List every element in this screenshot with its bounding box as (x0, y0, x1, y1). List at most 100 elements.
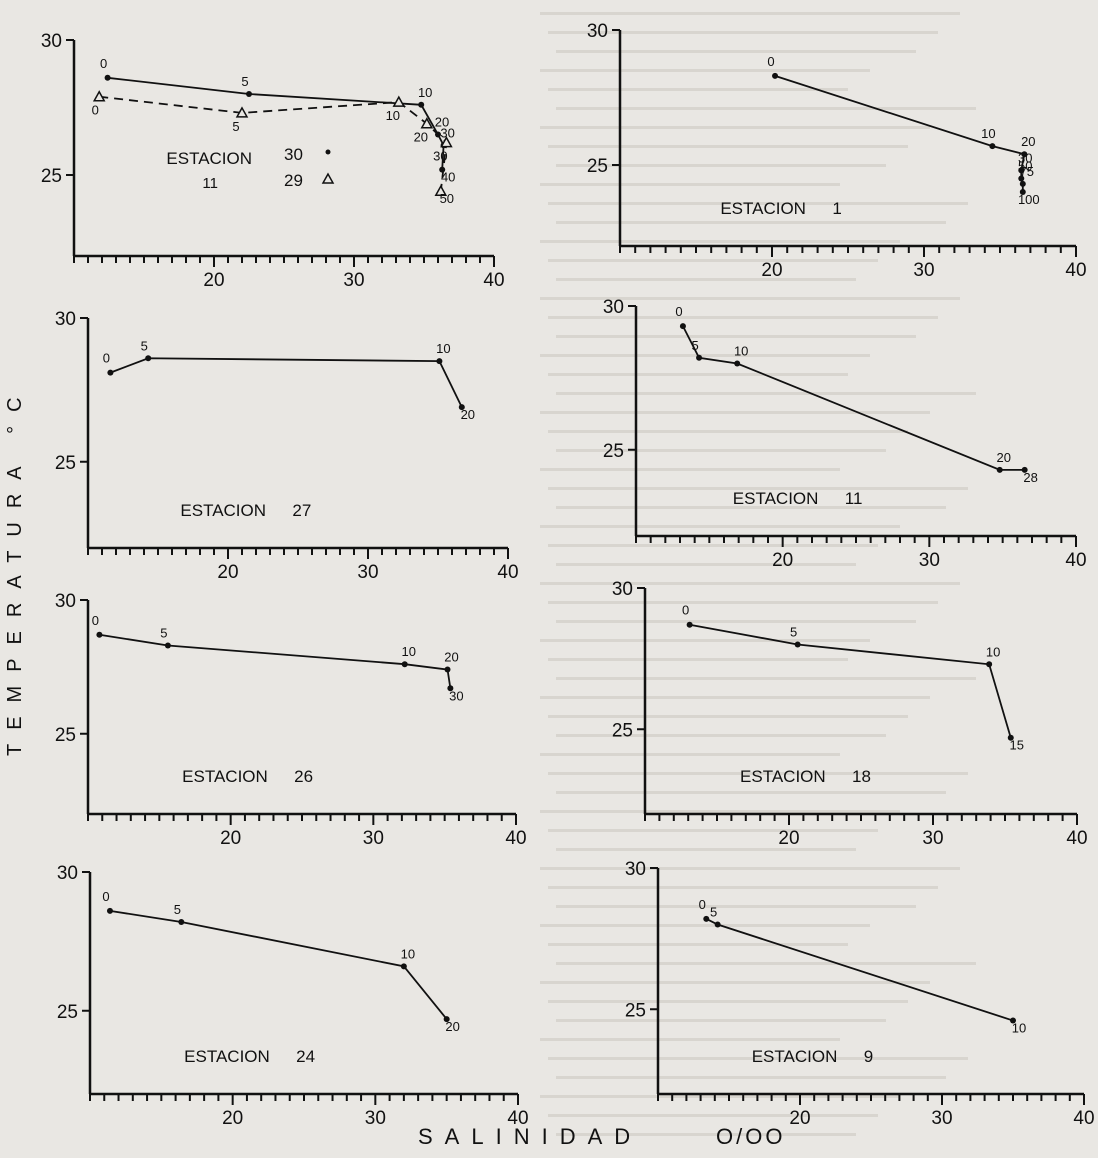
bleed-line (556, 392, 976, 395)
data-point (443, 1016, 450, 1023)
bleed-line (540, 639, 870, 642)
data-point (106, 907, 113, 914)
data-point (458, 404, 465, 411)
bleed-line (548, 1057, 968, 1060)
y-tick-label: 25 (57, 1002, 78, 1023)
legend-marker-circle (325, 149, 331, 155)
station-number: 11 (202, 175, 218, 192)
bleed-line (540, 468, 840, 471)
chart-panel-3: 20 30 40 25 30 ESTACION 27 0 5 10 20 (55, 309, 519, 583)
x-tick-label: 40 (1065, 260, 1086, 281)
bleed-line (548, 1114, 878, 1117)
point-label: 20 (1021, 134, 1035, 149)
station-label: ESTACION (752, 1047, 838, 1066)
data-point (418, 101, 425, 108)
point-label: 10 (981, 126, 995, 141)
bleed-line (540, 810, 900, 813)
point-label: 10 (986, 644, 1000, 659)
chart-panel-5: 20 30 40 25 30 ESTACION 26 0 5 10 20 30 (55, 591, 527, 849)
point-label: 50 (1018, 159, 1032, 174)
data-point (447, 685, 454, 692)
y-tick-label: 25 (587, 156, 608, 177)
x-tick-label: 40 (1065, 550, 1086, 571)
data-point (400, 963, 407, 970)
point-label: 0 (92, 103, 99, 118)
bleed-line (540, 126, 930, 129)
bleed-line (540, 12, 960, 15)
bleed-line (540, 69, 870, 72)
point-label: 40 (441, 170, 455, 185)
chart-panel-8: 20 30 40 25 30 ESTACION 9 05 10 (625, 859, 1095, 1129)
data-point (714, 921, 721, 928)
data-point (401, 661, 408, 668)
point-label: 0 (675, 304, 682, 319)
y-tick-label: 30 (612, 579, 633, 600)
bleed-line (556, 677, 976, 680)
data-point (1018, 167, 1025, 174)
y-tick-label: 25 (55, 453, 76, 474)
x-tick-label: 30 (357, 562, 378, 583)
x-tick-label: 40 (483, 270, 504, 291)
chart-panel-4: 20 30 40 25 30 ESTACION 11 0 5 10 20 28 (603, 297, 1087, 571)
bleed-line (540, 753, 840, 756)
y-tick-label: 25 (41, 166, 62, 187)
point-label: 20 (435, 115, 449, 130)
point-label: 10 (386, 108, 400, 123)
bleed-line (556, 905, 916, 908)
x-tick-label: 20 (217, 562, 238, 583)
bleed-line (548, 31, 938, 34)
x-tick-label: 20 (778, 828, 799, 849)
bleed-line (548, 772, 968, 775)
x-tick-label: 30 (913, 260, 934, 281)
data-point-triangle (434, 184, 448, 196)
bleed-line (540, 1095, 900, 1098)
bleed-line (548, 658, 848, 661)
data-point-triangle (392, 95, 406, 107)
point-label: 0 (103, 351, 110, 366)
point-label: 30 (449, 688, 463, 703)
point-label: 30 (433, 149, 447, 164)
y-tick-label: 30 (57, 863, 78, 884)
data-point (96, 631, 103, 638)
bleed-line (540, 183, 840, 186)
point-label: 10 (1012, 1021, 1026, 1036)
bleed-line (548, 259, 878, 262)
y-tick-label: 25 (612, 720, 633, 741)
bleed-line (556, 791, 946, 794)
x-tick-label: 30 (343, 270, 364, 291)
data-point (178, 918, 185, 925)
data-point (679, 323, 686, 330)
y-tick-label: 30 (55, 309, 76, 330)
x-tick-label: 40 (505, 828, 526, 849)
bleed-line (540, 354, 870, 357)
station-label: ESTACION (182, 767, 268, 786)
data-point (986, 661, 993, 668)
station-number: 11 (845, 489, 863, 508)
data-point (686, 621, 693, 628)
x-tick-label: 20 (761, 260, 782, 281)
x-tick-label: 30 (365, 1108, 386, 1129)
data-point (436, 358, 443, 365)
point-label: 50 (440, 191, 454, 206)
chart-panel-7: 20 30 40 25 30 ESTACION 24 0 5 10 20 (57, 863, 529, 1129)
series-line (107, 76, 445, 170)
bleed-line (556, 107, 976, 110)
bleed-line (540, 981, 930, 984)
bleed-line (548, 487, 968, 490)
point-label: 10 (401, 644, 415, 659)
bleed-line (556, 734, 886, 737)
x-axis-title: SALINIDAD (418, 1124, 643, 1149)
station-number: 9 (864, 1047, 873, 1066)
data-point (772, 72, 779, 79)
point-label: 20 (461, 407, 475, 422)
x-axis-unit: O/OO (716, 1124, 786, 1149)
x-tick-label: 30 (363, 828, 384, 849)
bleed-line (548, 715, 908, 718)
series-line (689, 623, 1012, 738)
point-label: 10 (436, 341, 450, 356)
data-point-triangle (420, 117, 434, 129)
bleed-line (540, 411, 930, 414)
legend-marker-triangle (321, 172, 335, 184)
station-label: ESTACION (166, 149, 252, 168)
